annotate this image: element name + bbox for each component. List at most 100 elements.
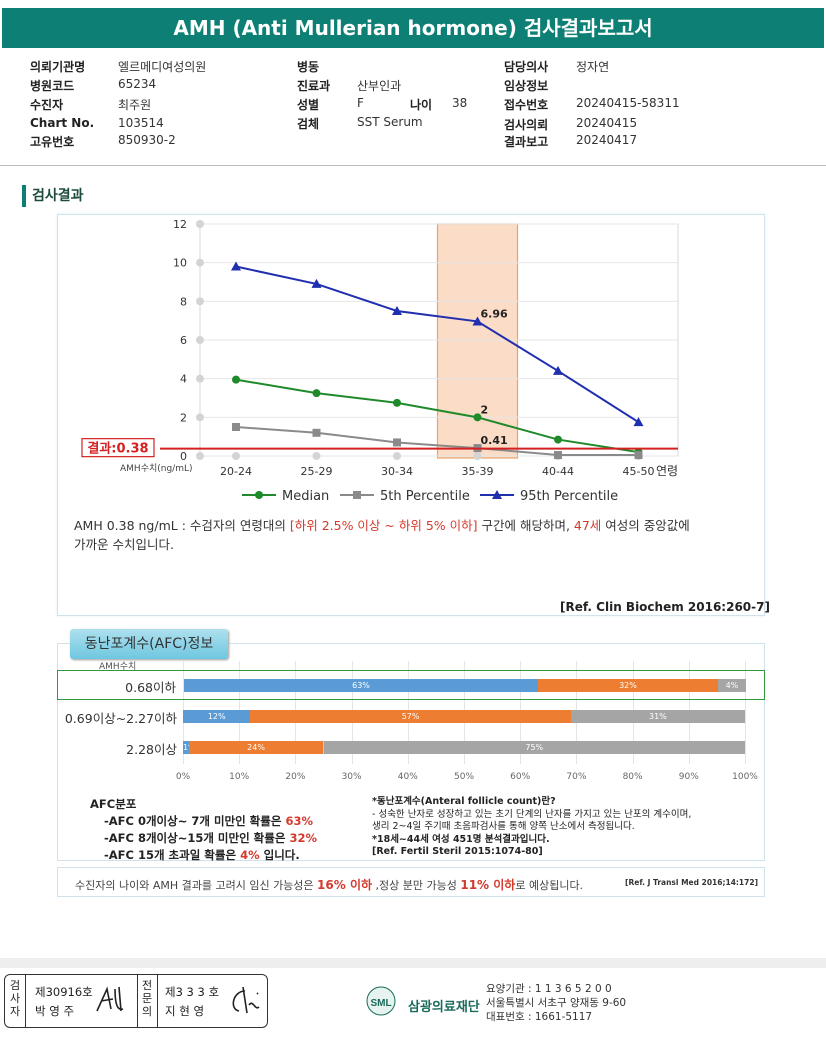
signer-name: 지 현 영 <box>165 1004 205 1018</box>
axis-tick-label: 100% <box>732 772 758 782</box>
afc-dist-text: 입니다. <box>263 848 300 862</box>
axis-tick-label: 60% <box>510 772 531 782</box>
data-point <box>231 261 241 271</box>
afc-dist-line: -AFC 8개이상~15개 미만인 확률은 32% <box>90 830 317 847</box>
x-tick-label: 20-24 <box>220 465 252 478</box>
org-address: 요양기관 : 1 1 3 6 5 2 0 0 서울특별시 서초구 양재동 9-6… <box>486 982 626 1024</box>
y-tick-label: 8 <box>180 295 187 308</box>
afc-note-ref: [Ref. Fertil Steril 2015:1074-80] <box>372 846 543 857</box>
afc-row-label: 0.69이상~2.27이하 <box>64 711 177 726</box>
data-point <box>553 365 563 375</box>
info-value: 엘르메디여성의원 <box>118 60 207 74</box>
afc-dist-value: 63% <box>285 814 313 828</box>
data-point <box>554 451 562 460</box>
info-label: 의뢰기관명 <box>30 60 86 74</box>
afc-row-highlight: 0.68이하 63% 32% 4% <box>57 670 765 700</box>
pregnancy-reference: [Ref. J Transl Med 2016;14:172] <box>625 878 758 887</box>
legend-marker <box>492 490 502 499</box>
data-point <box>472 316 483 326</box>
info-label: 수진자 <box>30 98 64 112</box>
x-tick-label: 30-34 <box>381 465 413 478</box>
desc-text: AMH 0.38 ng/mL : 수검자의 연령대의 <box>74 518 290 533</box>
axis-tick-label: 30% <box>341 772 362 782</box>
legend-label: 95th Percentile <box>520 489 618 504</box>
point-label: 2 <box>481 403 489 416</box>
divider <box>157 975 158 1027</box>
data-point <box>633 417 644 427</box>
patient-info: 의뢰기관명 엘르메디여성의원 병원코드 65234 수진자 최주원 Chart … <box>0 54 826 166</box>
result-label: 결과:0.38 <box>87 441 148 457</box>
axis-tick-label: 20% <box>285 772 306 782</box>
info-label: 결과보고 <box>504 135 549 149</box>
desc-range: [하위 2.5% 이상 ~ 하위 5% 이하] <box>289 518 478 533</box>
data-point <box>311 278 322 288</box>
signature-icon <box>232 986 260 1014</box>
legend-marker <box>255 491 263 499</box>
point-label: 6.96 <box>481 307 508 320</box>
info-value: 20240415 <box>576 116 638 130</box>
y-axis-dot <box>196 258 204 267</box>
info-value: 20240415-58311 <box>576 96 680 110</box>
signer-role: 검사자 <box>9 979 21 1018</box>
signature-icon <box>96 986 124 1012</box>
x-tick-label: 45-50 <box>623 465 655 478</box>
info-value: F <box>357 96 364 110</box>
pregnancy-text-part: 로 예상됩니다. <box>515 879 584 892</box>
afc-dist-value: 4% <box>240 848 260 862</box>
info-value: 38 <box>452 96 468 110</box>
y-axis-dot <box>196 452 204 460</box>
legend-label: 5th Percentile <box>380 489 470 504</box>
info-value: 850930-2 <box>118 133 176 147</box>
divider <box>25 975 26 1027</box>
afc-bar-segment: 63% <box>184 679 539 692</box>
x-axis-dot <box>232 452 240 460</box>
info-label: 접수번호 <box>504 98 549 112</box>
desc-text: 여성의 중앙값에 <box>601 518 690 533</box>
point-label: 0.41 <box>481 434 508 447</box>
info-label: 검사의뢰 <box>504 118 549 132</box>
axis-tick-label: 40% <box>397 772 418 782</box>
axis-tick-label: 70% <box>566 772 587 782</box>
pregnancy-value: 16% 이하 <box>317 878 373 892</box>
y-axis-dot <box>196 336 204 344</box>
info-label: 진료과 <box>297 79 331 93</box>
afc-note-line: *18세~44세 여성 451명 분석결과입니다. <box>372 833 550 845</box>
info-value: SST Serum <box>357 115 423 129</box>
data-point <box>232 423 240 431</box>
signer-name: 박 영 주 <box>35 1004 75 1018</box>
afc-panel <box>57 643 765 861</box>
axis-tick-label: 90% <box>678 772 699 782</box>
axis-gridline <box>745 661 746 764</box>
y-axis-dot <box>196 220 204 228</box>
axis-tick-label: 50% <box>453 772 475 782</box>
afc-bar-segment: 12% <box>183 710 251 723</box>
info-label: 임상정보 <box>504 79 549 93</box>
series-line <box>235 265 640 424</box>
amh-age-chart: 0 2 4 6 8 10 12 20-24 25-29 30-34 35-39 40-44 45-50 연… <box>81 218 679 504</box>
desc-text: 구간에 해당하며, <box>477 518 574 533</box>
afc-bar: 63% 32% 4% <box>184 679 746 692</box>
info-value: 최주원 <box>118 98 152 112</box>
info-value: 103514 <box>118 116 164 130</box>
x-tick-label: 40-44 <box>542 465 574 478</box>
axis-tick-label: 10% <box>229 772 250 782</box>
afc-row-label: 2.28이상 <box>126 742 177 757</box>
y-tick-label: 6 <box>180 334 187 347</box>
afc-note: *동난포계수(Anteral follicle count)란? - 성숙한 난… <box>372 796 762 859</box>
org-line: 요양기관 : 1 1 3 6 5 2 0 0 <box>486 983 612 995</box>
afc-bar-segment: 1% <box>183 741 189 754</box>
x-axis-label: 연령 <box>656 464 678 478</box>
x-tick-label: 35-39 <box>462 465 494 478</box>
afc-dist-title: AFC분포 <box>90 797 137 811</box>
info-label: 나이 <box>410 98 433 112</box>
info-value: 20240417 <box>576 133 638 147</box>
info-label: 성별 <box>297 98 320 112</box>
x-axis-dot <box>393 452 401 460</box>
pregnancy-text-part: ,정상 분만 가능성 <box>372 879 461 892</box>
afc-bar-segment: 57% <box>250 710 571 723</box>
pregnancy-text: 수진자의 나이와 AMH 결과를 고려시 임신 가능성은 16% 이하 ,정상 … <box>75 876 583 893</box>
afc-dist-text: -AFC 0개이상~ 7개 미만인 확률은 <box>104 814 282 828</box>
org-line: 서울특별시 서초구 양재동 9-60 <box>486 997 627 1009</box>
series-line <box>235 426 639 457</box>
info-label: Chart No. <box>30 116 95 130</box>
